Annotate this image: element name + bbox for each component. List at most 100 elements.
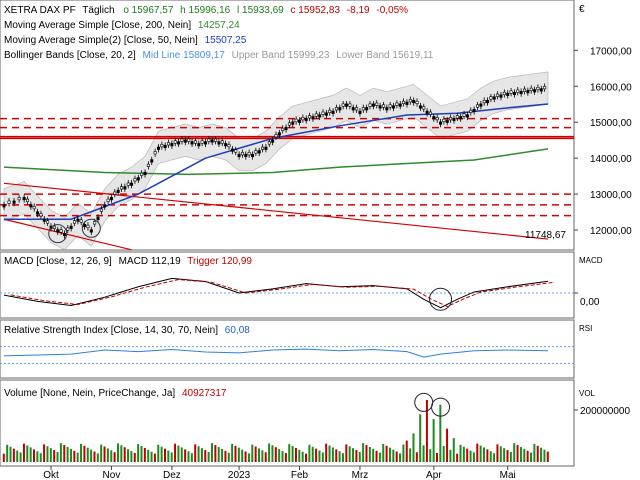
- volume-bar: [234, 445, 237, 462]
- volume-bar: [338, 451, 341, 462]
- candle-body: [492, 96, 496, 100]
- trendline: [3, 182, 549, 240]
- candle-body: [230, 148, 234, 152]
- candle-body: [445, 119, 449, 123]
- candle-body: [412, 99, 416, 104]
- volume-bar: [133, 452, 136, 462]
- candle-body: [130, 182, 134, 186]
- candle-body: [170, 143, 174, 147]
- candle-body: [52, 225, 56, 229]
- volume-bar: [184, 449, 187, 462]
- candle-body: [482, 99, 486, 104]
- candle-body: [190, 141, 194, 145]
- candle-body: [398, 103, 402, 107]
- volume-bar: [200, 448, 203, 462]
- legend-rsi: Relative Strength Index [Close, 14, 30, …: [4, 325, 250, 336]
- volume-bar: [130, 451, 133, 462]
- low-value: l 15933,69: [237, 5, 284, 16]
- candle-body: [7, 200, 11, 204]
- candle-body: [59, 229, 63, 233]
- candle-body: [153, 151, 157, 155]
- candle-body: [489, 96, 493, 100]
- rsi-value: 60,08: [225, 325, 250, 336]
- volume-bar: [204, 450, 207, 462]
- volume-bar: [469, 450, 472, 462]
- volume-bar: [331, 447, 334, 462]
- volume-layer: [2, 392, 549, 462]
- candle-body: [36, 211, 40, 215]
- candle-body: [86, 224, 90, 228]
- candle-body: [358, 110, 362, 114]
- rsi-panel: [0, 319, 575, 379]
- chart-symbol: XETRA DAX PF: [4, 5, 76, 16]
- candle-body: [224, 143, 228, 147]
- candle-body: [294, 118, 298, 122]
- y-tick-label: 15000,00: [590, 118, 632, 129]
- volume-bar: [358, 451, 361, 462]
- volume-bar: [489, 451, 492, 462]
- volume-bar: [120, 445, 123, 462]
- volume-bar: [365, 445, 368, 462]
- volume-bar: [100, 444, 103, 462]
- sma200-label: Moving Average Simple [Close, 200, Nein]: [4, 20, 191, 31]
- volume-bar: [36, 451, 39, 462]
- volume-bar: [140, 446, 143, 462]
- candle-body: [220, 140, 224, 144]
- candle-body: [116, 189, 120, 193]
- candle-body: [136, 177, 140, 181]
- candle-body: [93, 221, 97, 225]
- trendline: [3, 218, 132, 251]
- candle-body: [418, 105, 422, 109]
- volume-bar: [170, 452, 173, 462]
- volume-bar: [482, 447, 485, 462]
- volume-bar: [83, 445, 86, 462]
- candle-body: [355, 107, 359, 111]
- macd-label: MACD [Close, 12, 26, 9]: [4, 256, 112, 267]
- volume-bar: [46, 446, 49, 462]
- volume-bar: [308, 444, 311, 462]
- candle-body: [465, 114, 469, 118]
- candle-body: [96, 216, 100, 220]
- volume-bar: [341, 453, 344, 462]
- candle-body: [143, 171, 147, 175]
- sma200-line: [3, 148, 549, 176]
- candle-body: [519, 91, 523, 95]
- volume-bar: [352, 448, 355, 462]
- volume-bar: [221, 448, 224, 462]
- candle-body: [516, 89, 520, 93]
- rsi-label: Relative Strength Index [Close, 14, 30, …: [4, 325, 218, 336]
- volume-bar: [258, 448, 261, 462]
- candle-body: [311, 116, 315, 120]
- legend-price: XETRA DAX PF Täglich o 15967,57 h 15996,…: [4, 5, 408, 16]
- volume-bar: [462, 446, 465, 462]
- volume-bar: [412, 433, 415, 462]
- candle-body: [257, 150, 261, 154]
- volume-bar: [153, 453, 156, 462]
- candle-body: [180, 138, 184, 142]
- high-value: h 15996,16: [180, 5, 230, 16]
- candle-body: [462, 113, 466, 117]
- volume-bar: [435, 452, 438, 462]
- volume-bar: [26, 445, 29, 462]
- volume-bar: [93, 451, 96, 462]
- candle-body: [321, 111, 325, 115]
- candle-body: [284, 126, 288, 131]
- candle-body: [314, 113, 318, 117]
- volume-bar: [318, 450, 321, 462]
- volume-bar: [546, 451, 549, 462]
- volume-bar: [251, 444, 254, 462]
- candle-body: [99, 208, 103, 212]
- bollinger-upper: Upper Band 15999,23: [232, 50, 330, 61]
- candle-body: [334, 107, 338, 111]
- volume-bar: [274, 447, 277, 462]
- change-pct-value: -0,05%: [376, 5, 408, 16]
- candle-body: [475, 104, 479, 108]
- candle-body: [375, 102, 379, 106]
- volume-bar: [486, 449, 489, 462]
- macd-trigger: Trigger 120,99: [187, 256, 252, 267]
- candle-body: [264, 146, 268, 150]
- macd-panel: [0, 251, 575, 319]
- candle-body: [150, 159, 154, 163]
- bollinger-label: Bollinger Bands [Close, 20, 2]: [4, 50, 136, 61]
